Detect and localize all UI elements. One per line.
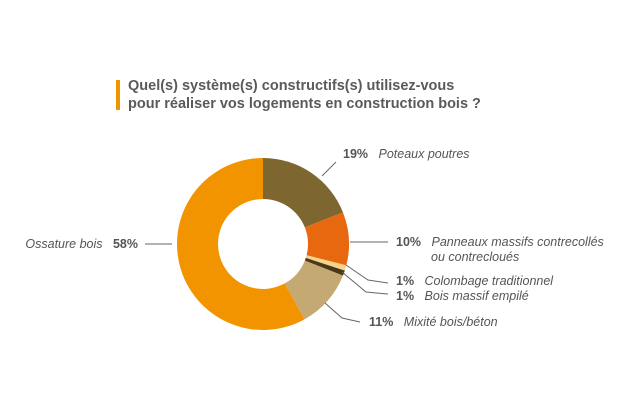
label-mixite: 11% Mixité bois/béton <box>369 313 498 330</box>
label-ossature: Ossature bois 58% <box>25 235 138 252</box>
name-ossature: Ossature bois <box>25 237 102 251</box>
name-panneaux-line1: Panneaux massifs contrecollés <box>431 235 603 249</box>
slice-colombage-traditionnel <box>305 255 347 271</box>
label-panneaux: 10% Panneaux massifs contrecollés <box>396 233 604 250</box>
chart-title-line-1: Quel(s) système(s) constructifs(s) utili… <box>128 78 455 94</box>
name-mixite: Mixité bois/béton <box>404 315 498 329</box>
pct-ossature: 58% <box>113 237 138 251</box>
donut-slices <box>176 158 349 330</box>
label-bois-empile: 1% Bois massif empilé <box>396 287 529 304</box>
slice-ossature-bois <box>176 158 305 330</box>
pct-poteaux: 19% <box>343 147 368 161</box>
leader-line-bois-empile <box>341 271 389 295</box>
pct-colombage: 1% <box>396 274 414 288</box>
pct-panneaux: 10% <box>396 235 421 249</box>
slice-panneaux-massifs-contrecoll-s-ou-contreclou-s <box>304 212 349 266</box>
label-poteaux: 19% Poteaux poutres <box>343 145 470 162</box>
pct-mixite: 11% <box>369 315 393 329</box>
slice-mixit-bois-b-ton <box>284 260 343 320</box>
name-colombage: Colombage traditionnel <box>425 274 555 288</box>
leader-line-poteaux <box>321 161 337 177</box>
name-poteaux: Poteaux poutres <box>378 147 469 161</box>
pct-bois-empile: 1% <box>396 289 414 303</box>
title-accent-bar <box>116 80 120 110</box>
chart-title: Quel(s) système(s) constructifs(s) utili… <box>128 77 548 113</box>
name-panneaux-line2: ou contrecloués <box>431 250 519 264</box>
leader-line-colombage <box>345 264 389 284</box>
chart-title-line-2: pour réaliser vos logements en construct… <box>128 96 481 112</box>
label-colombage: 1% Colombage traditionnel <box>396 272 554 289</box>
name-bois-empile: Bois massif empilé <box>425 289 529 303</box>
slice-bois-massif-empil <box>304 257 345 276</box>
leader-lines <box>145 161 389 323</box>
slice-poteaux-poutres <box>263 158 343 228</box>
leader-line-mixite <box>324 302 361 323</box>
